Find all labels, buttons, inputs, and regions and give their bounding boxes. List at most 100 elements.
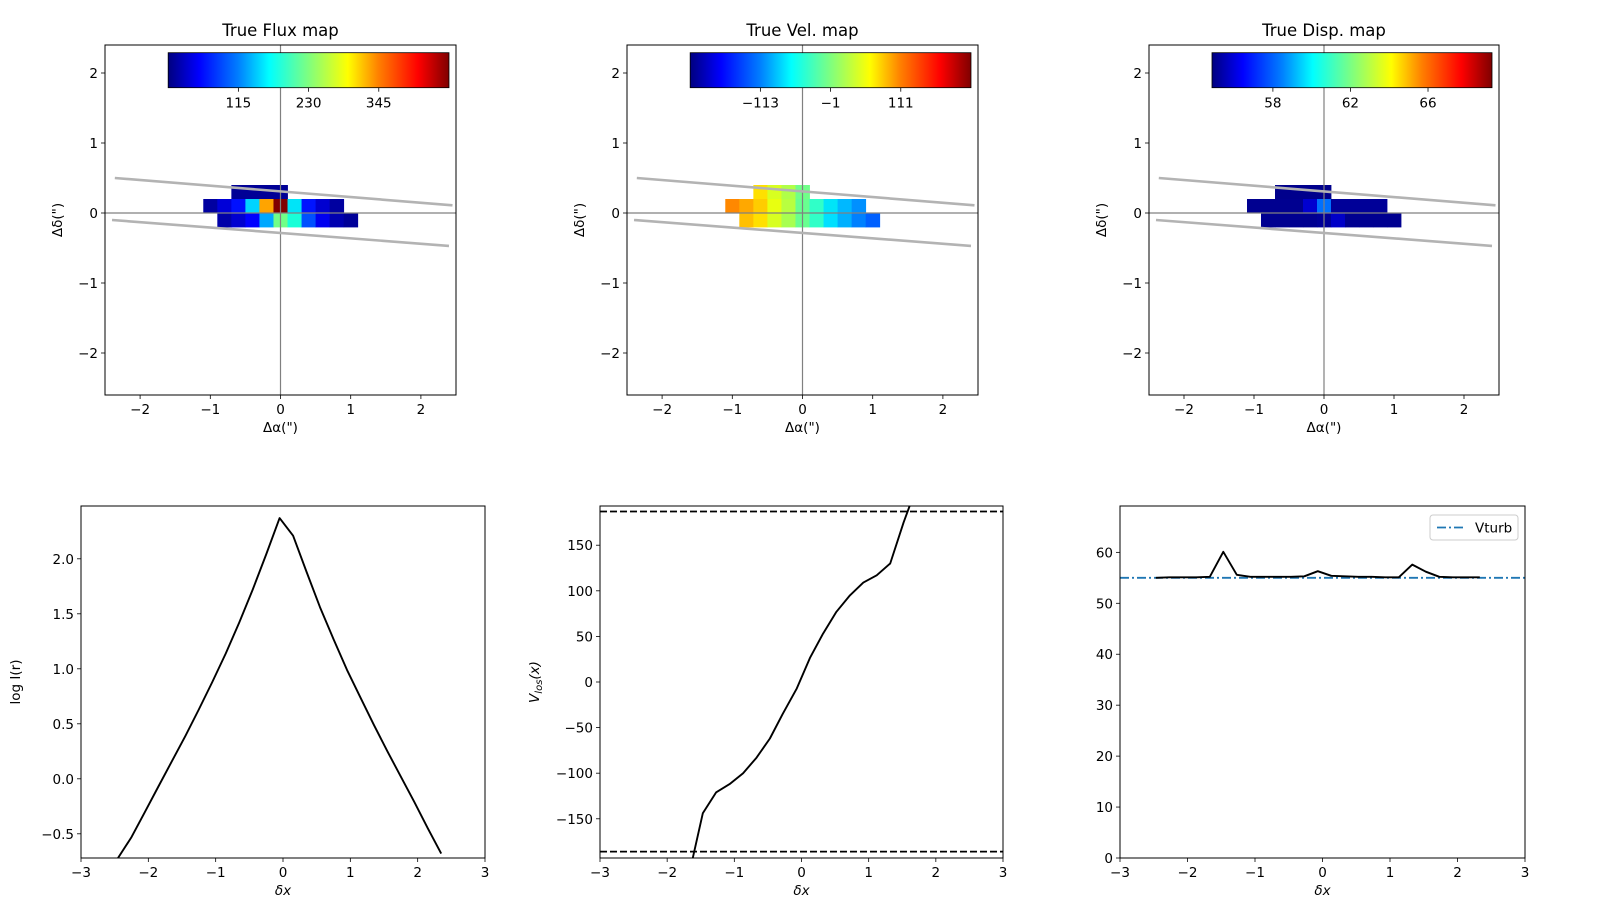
- map-pixel: [1345, 213, 1360, 228]
- x-tick-label: 1: [346, 402, 355, 418]
- x-tick-label: 1: [1386, 865, 1395, 881]
- x-tick-label: 3: [999, 865, 1008, 881]
- x-axis-label: δx: [793, 883, 810, 899]
- map-pixel: [809, 199, 824, 214]
- x-tick-label: 0: [1320, 402, 1329, 418]
- y-tick-label: 0: [1133, 206, 1142, 222]
- subplot-5: −3 −2 −1 0 1 2 3 −150 −100 −50 0 50 100 150 δx Vlos(x): [527, 505, 1008, 899]
- map-pixel: [1331, 199, 1346, 214]
- map-pixel: [329, 199, 345, 214]
- x-tick-label: −2: [652, 402, 672, 418]
- map-pixel: [315, 199, 331, 214]
- map-pixel: [823, 199, 838, 214]
- y-tick-label: 2.0: [53, 552, 74, 568]
- map-pixel: [1303, 199, 1318, 214]
- x-tick-label: −2: [130, 402, 150, 418]
- map-pixel: [217, 199, 232, 214]
- map-pixel: [767, 185, 782, 200]
- map-pixel: [1373, 213, 1388, 228]
- map-pixel: [245, 199, 260, 214]
- y-tick-label: 0: [89, 206, 98, 222]
- x-axis-label: Δα("): [1307, 420, 1342, 436]
- x-tick-label: 3: [481, 865, 490, 881]
- x-tick-label: 0: [798, 402, 807, 418]
- x-tick-label: 0: [279, 865, 288, 881]
- map-pixel: [259, 185, 274, 200]
- x-axis-label: δx: [275, 883, 292, 899]
- map-pixel: [315, 213, 331, 228]
- y-tick-label: 1.5: [53, 607, 74, 623]
- y-axis-label-main: Δδ("): [50, 203, 66, 237]
- y-axis-label: Δδ("): [1094, 203, 1110, 237]
- subplot-4: −3 −2 −1 0 1 2 3 −0.5 0.0 0.5 1.0 1.5 2.0 δx log I(r): [8, 505, 490, 899]
- colorbar: [689, 52, 972, 89]
- y-tick-label: 0.0: [53, 772, 74, 788]
- x-tick-label: 2: [1460, 402, 1469, 418]
- legend-box: [1429, 514, 1519, 541]
- x-tick-label: 2: [417, 402, 426, 418]
- slit-edge-line: [636, 176, 975, 207]
- axes-frame: [599, 505, 1004, 859]
- colorbar-tick-label: 58: [1264, 96, 1281, 112]
- map-pixel: [1331, 213, 1346, 228]
- x-axis-label: Δα("): [263, 420, 298, 436]
- x-tick-label: −1: [200, 402, 220, 418]
- map-pixel: [851, 199, 867, 214]
- y-axis-label-main: Δδ("): [1094, 203, 1110, 237]
- legend: Vturb: [1429, 514, 1519, 541]
- map-pixel: [1345, 199, 1360, 214]
- y-axis-label: Δδ("): [572, 203, 588, 237]
- map-pixel: [1359, 213, 1374, 228]
- y-tick-label: 100: [567, 584, 593, 600]
- plot-area: [1149, 45, 1499, 395]
- map-pixel: [1275, 213, 1290, 228]
- x-tick-label: 2: [1453, 865, 1462, 881]
- map-pixel: [767, 213, 782, 228]
- x-tick-label: −2: [1178, 865, 1198, 881]
- map-pixel: [217, 213, 232, 228]
- y-tick-label: 2: [89, 66, 98, 82]
- y-tick-label: 1.0: [53, 662, 74, 678]
- colorbar-tick-label: 115: [225, 96, 251, 112]
- y-tick-label: 0: [584, 675, 593, 691]
- y-tick-label: 60: [1096, 545, 1113, 561]
- map-pixel: [1303, 213, 1318, 228]
- y-tick-label: 30: [1096, 698, 1113, 714]
- y-tick-label: 50: [1096, 596, 1113, 612]
- map-pixel: [767, 199, 782, 214]
- slit-edge-line: [633, 218, 972, 248]
- map-pixel: [231, 213, 246, 228]
- y-axis-label: Vlos(x): [527, 661, 545, 703]
- x-tick-label: 1: [868, 402, 877, 418]
- map-pixel: [1261, 199, 1276, 214]
- map-pixel: [329, 213, 345, 228]
- map-pixel: [781, 185, 796, 200]
- y-tick-label: −0.5: [41, 827, 74, 843]
- slit-edge-line: [111, 218, 450, 248]
- y-tick-label: 10: [1096, 800, 1113, 816]
- series-line-vlos: [691, 506, 911, 858]
- series-line-dispersion: [1155, 550, 1480, 579]
- y-tick-label: 40: [1096, 647, 1113, 663]
- map-pixel: [1261, 213, 1276, 228]
- map-pixel: [1359, 199, 1374, 214]
- slit-edge-line: [114, 176, 453, 207]
- plot-area: [627, 45, 978, 395]
- y-tick-label: 150: [567, 538, 593, 554]
- map-pixel: [287, 199, 302, 214]
- map-pixel: [301, 199, 316, 214]
- x-tick-label: −1: [724, 865, 744, 881]
- map-pixel: [1289, 185, 1304, 200]
- y-tick-label: −2: [1122, 346, 1142, 362]
- y-tick-label: 2: [611, 66, 620, 82]
- map-pixel: [287, 213, 302, 228]
- y-tick-label: 20: [1096, 749, 1113, 765]
- colorbar-tick-label: 62: [1342, 96, 1359, 112]
- x-tick-label: 0: [1318, 865, 1327, 881]
- colorbar: [167, 52, 450, 89]
- map-pixel: [753, 213, 768, 228]
- y-tick-label: −1: [600, 276, 620, 292]
- map-pixel: [1247, 199, 1262, 214]
- y-tick-label: −100: [556, 766, 593, 782]
